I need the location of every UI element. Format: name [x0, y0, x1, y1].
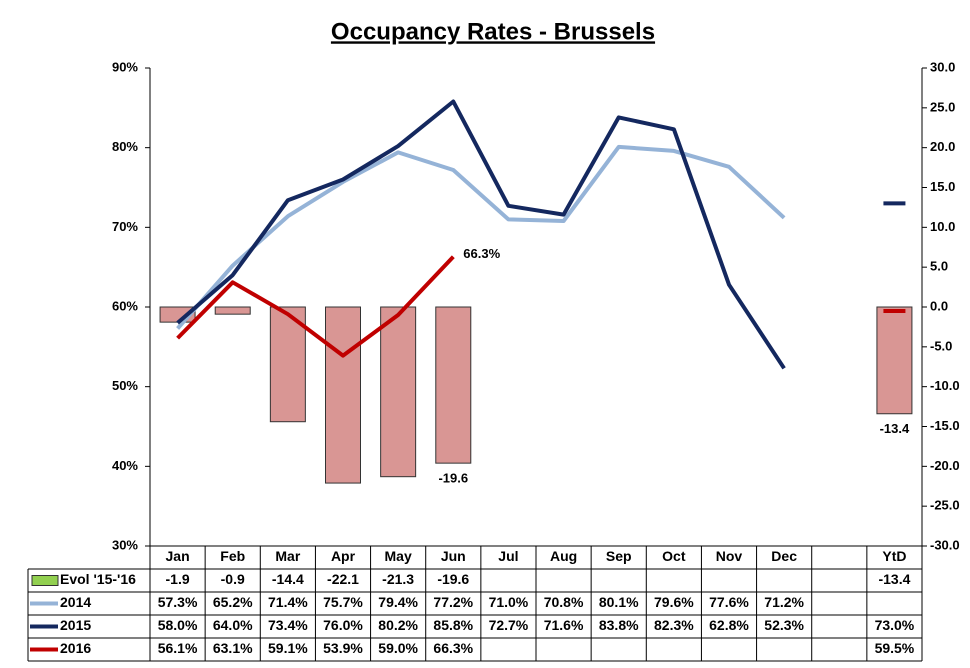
table-cell: -1.9: [166, 571, 190, 587]
bar: [876, 306, 913, 415]
table-cell: -13.4: [878, 571, 910, 587]
x-tick-label: Jan: [166, 548, 190, 564]
line: [176, 99, 786, 370]
x-tick-label: Jun: [441, 548, 466, 564]
table-cell: 56.1%: [158, 640, 198, 656]
x-tick-label: Jul: [498, 548, 518, 564]
legend-key: [31, 575, 59, 586]
table-cell: 58.0%: [158, 617, 198, 633]
x-tick-label: May: [385, 548, 412, 564]
table-cell: -14.4: [272, 571, 304, 587]
table-cell: 80.2%: [378, 617, 418, 633]
bar: [435, 306, 472, 464]
y2-tick-label: -20.0: [930, 458, 960, 473]
table-cell: 65.2%: [213, 594, 253, 610]
table-cell: 53.9%: [323, 640, 363, 656]
table-cell: 76.0%: [323, 617, 363, 633]
y2-tick-label: 10.0: [930, 219, 955, 234]
y-tick-label: 90%: [112, 59, 138, 74]
bar: [214, 306, 251, 315]
y-tick-label: 60%: [112, 298, 138, 313]
y2-tick-label: 5.0: [930, 259, 948, 274]
y2-tick-label: -10.0: [930, 378, 960, 393]
table-cell: 59.1%: [268, 640, 308, 656]
legend-label: 2014: [60, 594, 91, 610]
x-tick-label: Dec: [771, 548, 797, 564]
table-cell: 71.6%: [544, 617, 584, 633]
y2-tick-label: 20.0: [930, 139, 955, 154]
table-cell: 77.6%: [709, 594, 749, 610]
bar: [325, 306, 361, 484]
y2-tick-label: 15.0: [930, 179, 955, 194]
table-cell: 79.4%: [378, 594, 418, 610]
table-cell: 73.0%: [875, 617, 915, 633]
table-cell: 62.8%: [709, 617, 749, 633]
data-label: -19.6: [438, 471, 468, 486]
y2-tick-label: -25.0: [930, 498, 960, 513]
table-cell: 73.4%: [268, 617, 308, 633]
line: [176, 255, 455, 358]
table-cell: -0.9: [221, 571, 245, 587]
table-cell: 79.6%: [654, 594, 694, 610]
table-cell: 72.7%: [489, 617, 529, 633]
chart-title: Occupancy Rates - Brussels: [331, 18, 655, 45]
y-tick-label: 70%: [112, 219, 138, 234]
table-cell: 82.3%: [654, 617, 694, 633]
table-cell: 85.8%: [433, 617, 473, 633]
y-tick-label: 80%: [112, 139, 138, 154]
table-cell: 70.8%: [544, 594, 584, 610]
table-cell: 77.2%: [433, 594, 473, 610]
table-cell: 52.3%: [764, 617, 804, 633]
data-label: 66.3%: [463, 246, 500, 261]
table-cell: 71.2%: [764, 594, 804, 610]
x-tick-label: YtD: [882, 548, 906, 564]
x-tick-label: Sep: [606, 548, 632, 564]
table-cell: 64.0%: [213, 617, 253, 633]
data-label: -13.4: [880, 421, 910, 436]
table-cell: 71.0%: [489, 594, 529, 610]
y-tick-label: 40%: [112, 458, 138, 473]
table-cell: 75.7%: [323, 594, 363, 610]
table-cell: 59.0%: [378, 640, 418, 656]
table-cell: 71.4%: [268, 594, 308, 610]
bar: [269, 306, 306, 423]
table-cell: 66.3%: [433, 640, 473, 656]
table-cell: 59.5%: [875, 640, 915, 656]
y2-tick-label: 30.0: [930, 59, 955, 74]
table-cell: -22.1: [327, 571, 359, 587]
table-cell: -21.3: [382, 571, 414, 587]
x-tick-label: Oct: [662, 548, 686, 564]
y-tick-label: 30%: [112, 537, 138, 552]
x-tick-label: Feb: [220, 548, 245, 564]
y2-tick-label: -15.0: [930, 418, 960, 433]
legend-label: 2016: [60, 640, 91, 656]
bar: [380, 306, 417, 478]
y-tick-label: 50%: [112, 378, 138, 393]
x-tick-label: Mar: [275, 548, 300, 564]
x-tick-label: Apr: [331, 548, 356, 564]
table-cell: 57.3%: [158, 594, 198, 610]
table-cell: 83.8%: [599, 617, 639, 633]
y2-tick-label: -5.0: [930, 338, 952, 353]
table-cell: 80.1%: [599, 594, 639, 610]
y2-tick-label: 25.0: [930, 99, 955, 114]
table-cell: -19.6: [437, 571, 469, 587]
y2-tick-label: -30.0: [930, 537, 960, 552]
table-cell: 63.1%: [213, 640, 253, 656]
x-tick-label: Nov: [716, 548, 743, 564]
legend-label: 2015: [60, 617, 91, 633]
legend-label: Evol '15-'16: [60, 571, 136, 587]
y2-tick-label: 0.0: [930, 298, 948, 313]
x-tick-label: Aug: [550, 548, 577, 564]
